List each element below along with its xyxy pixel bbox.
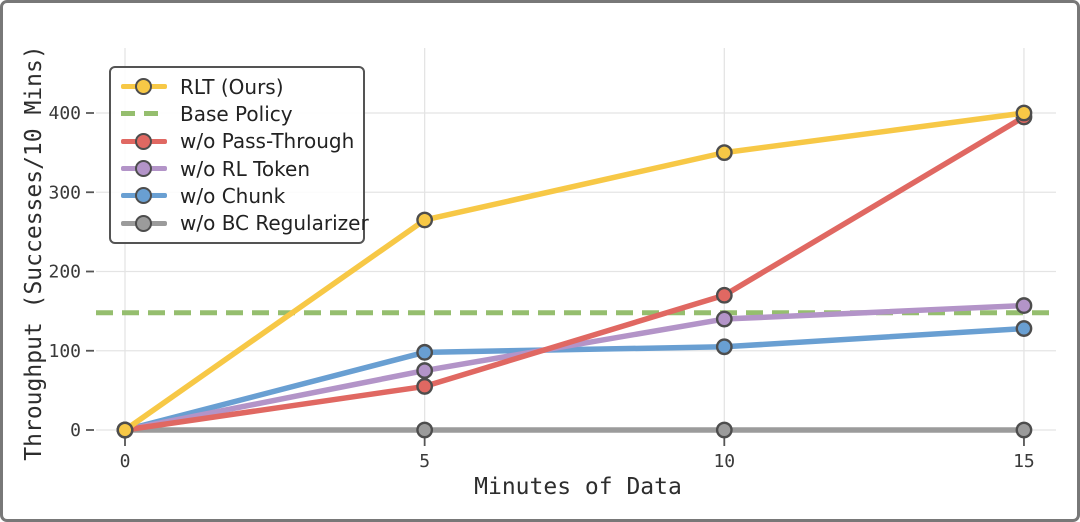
legend-label-wo-rl-token: w/o RL Token <box>180 156 310 181</box>
legend-item-base-policy: Base Policy <box>121 102 357 126</box>
data-point-marker <box>116 421 134 439</box>
series-line <box>124 114 1026 433</box>
legend-item-wo-bc-regularizer: w/o BC Regularizer <box>121 211 369 235</box>
y-tick-label: 400 <box>48 103 81 124</box>
y-tick-label: 200 <box>48 262 81 283</box>
data-point-marker <box>416 343 434 361</box>
legend-marker-icon <box>135 132 153 150</box>
legend-line-sample-wo-pass-through <box>121 131 167 151</box>
data-point-marker <box>715 310 733 328</box>
data-point-marker <box>416 378 434 395</box>
series-line <box>124 302 1025 433</box>
series-w-o-rl-token <box>116 297 1033 439</box>
data-point-marker <box>715 421 733 439</box>
data-point-marker <box>715 286 733 304</box>
series-w-o-bc-regularizer <box>116 421 1033 439</box>
legend-item-wo-pass-through: w/o Pass-Through <box>121 129 357 153</box>
legend-line-sample-wo-bc-regularizer <box>121 213 167 233</box>
legend-marker-icon <box>135 214 153 232</box>
x-tick-label: 15 <box>1013 451 1035 472</box>
legend-item-wo-rl-token: w/o RL Token <box>121 157 357 181</box>
data-point-marker <box>715 144 733 162</box>
x-tick-label: 0 <box>120 451 131 472</box>
legend-line-sample-wo-chunk <box>121 186 167 206</box>
legend-label-base-policy: Base Policy <box>180 101 293 126</box>
legend-marker-icon <box>135 160 153 178</box>
legend-line-sample-rlt-ours <box>121 77 167 97</box>
data-point-marker <box>1015 297 1033 314</box>
legend-marker-icon <box>135 187 153 205</box>
y-tick-label: 300 <box>48 182 81 203</box>
data-point-marker <box>715 338 733 356</box>
series-rlt-ours <box>116 104 1033 439</box>
legend-item-wo-chunk: w/o Chunk <box>121 184 357 208</box>
series-line <box>124 325 1025 433</box>
legend-label-wo-chunk: w/o Chunk <box>180 183 286 208</box>
series-line <box>123 110 1025 433</box>
x-axis-label: Minutes of Data <box>474 474 682 500</box>
legend-item-rlt-ours: RLT (Ours) <box>121 75 357 99</box>
tick-labels: 0 100 200 300 400 0 5 10 15 <box>48 103 1034 472</box>
y-tick-label: 0 <box>70 420 81 441</box>
legend-line-sample-base-policy <box>121 104 167 124</box>
data-point-marker <box>1015 320 1033 337</box>
x-tick-label: 5 <box>419 451 430 472</box>
y-axis-label: Throughput (Successes/10 Mins) <box>21 45 47 461</box>
data-point-marker <box>416 362 434 379</box>
data-point-marker <box>416 211 434 229</box>
legend: RLT (Ours) Base Policy w/o Pass-Through … <box>109 66 369 244</box>
legend-label-wo-pass-through: w/o Pass-Through <box>180 129 355 154</box>
data-point-marker <box>416 421 434 439</box>
legend-label-rlt-ours: RLT (Ours) <box>180 74 284 99</box>
data-point-marker <box>1015 104 1033 122</box>
x-tick-label: 10 <box>713 451 735 472</box>
legend-marker-icon <box>135 78 153 96</box>
tick-marks <box>86 112 1025 446</box>
y-tick-label: 100 <box>48 341 81 362</box>
legend-line-sample-wo-rl-token <box>121 159 167 179</box>
legend-label-wo-bc-regularizer: w/o BC Regularizer <box>180 211 369 236</box>
data-point-marker <box>1015 421 1033 439</box>
legend-dashed-line-icon <box>121 111 167 117</box>
